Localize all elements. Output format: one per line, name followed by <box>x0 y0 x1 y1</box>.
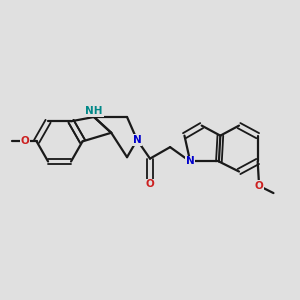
Text: NH: NH <box>85 106 103 116</box>
Text: N: N <box>133 135 142 145</box>
Text: O: O <box>146 179 154 190</box>
Text: N: N <box>186 157 195 166</box>
Text: O: O <box>21 136 29 146</box>
Text: O: O <box>255 181 263 191</box>
